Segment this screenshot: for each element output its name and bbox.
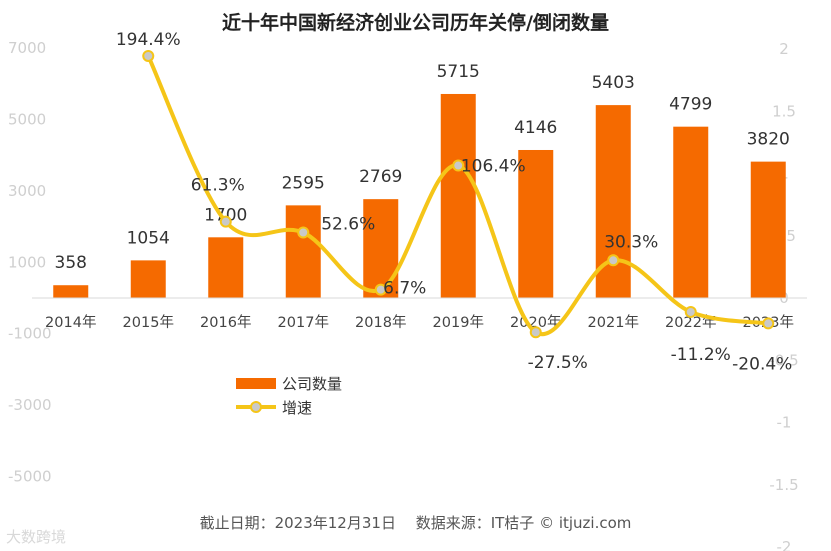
legend-swatch-marker [250, 401, 262, 413]
bar-value-label: 4146 [514, 118, 557, 138]
bar [130, 260, 166, 298]
growth-value-label: 52.6% [321, 215, 375, 235]
growth-value-label: -20.4% [732, 354, 792, 374]
growth-value-label: 6.7% [383, 279, 426, 299]
bar-value-label: 1054 [127, 228, 170, 248]
y-left-tick-label: 1000 [8, 253, 46, 271]
growth-value-label: 61.3% [191, 176, 245, 196]
y-left-tick-label: 5000 [8, 111, 46, 129]
growth-value-label: -11.2% [671, 345, 731, 365]
bar [208, 237, 244, 298]
y-left-tick-label: -1000 [8, 325, 52, 343]
bar [363, 199, 399, 298]
watermark-text: 大数跨境 [6, 528, 67, 546]
growth-point [607, 254, 620, 267]
growth-point [297, 226, 310, 239]
growth-point [142, 49, 155, 62]
source-footer: 截止日期：2023年12月31日 数据来源：IT桔子 © itjuzi.com [199, 514, 632, 532]
growth-point [762, 317, 775, 330]
y-left-tick-label: 3000 [8, 182, 46, 200]
y-right-tick-label: 2 [779, 40, 789, 58]
growth-value-label: -27.5% [528, 353, 588, 373]
bar [53, 285, 89, 298]
x-tick-label: 2018年 [355, 314, 406, 331]
growth-value-label: 194.4% [116, 30, 181, 50]
growth-value-label: 106.4% [461, 157, 526, 177]
bar-value-label: 5403 [592, 73, 635, 93]
y-left-tick-label: -5000 [8, 468, 52, 486]
x-tick-label: 2014年 [45, 314, 96, 331]
bar-value-label: 5715 [437, 62, 480, 82]
x-tick-label: 2016年 [200, 314, 251, 331]
legend-swatch-bar [236, 378, 276, 389]
growth-point [684, 305, 697, 318]
bar-value-label: 1700 [204, 205, 247, 225]
chart-title: 近十年中国新经济创业公司历年关停/倒闭数量 [222, 12, 609, 34]
y-right-tick-label: -1.5 [769, 476, 798, 494]
growth-point [529, 326, 542, 339]
x-tick-label: 2017年 [278, 314, 329, 331]
bar [285, 205, 321, 298]
y-right-tick-label: -0.5 [769, 351, 798, 369]
y-left-tick-label: 7000 [8, 39, 46, 57]
bar-value-label: 2769 [359, 167, 402, 187]
bar [750, 161, 786, 298]
bar [440, 93, 476, 298]
bar-value-label: 358 [55, 253, 87, 273]
bar-value-label: 3820 [747, 130, 790, 150]
growth-point [219, 215, 232, 228]
bar [673, 126, 709, 299]
legend-label: 公司数量 [282, 375, 342, 393]
x-tick-label: 2021年 [588, 314, 639, 331]
growth-point [452, 159, 465, 172]
x-tick-label: 2019年 [433, 314, 484, 331]
legend-label: 增速 [282, 399, 312, 417]
y-right-tick-label: -2 [777, 538, 792, 551]
y-right-tick-label: -1 [777, 414, 792, 432]
bar-value-label: 2595 [282, 173, 325, 193]
bar [518, 149, 554, 298]
bar-value-label: 4799 [669, 95, 712, 115]
growth-value-label: 30.3% [604, 232, 658, 252]
growth-point [374, 283, 387, 296]
y-right-tick-label: 1.5 [772, 102, 796, 120]
y-left-tick-label: -3000 [8, 396, 52, 414]
x-tick-label: 2022年 [665, 314, 716, 331]
x-tick-label: 2015年 [123, 314, 174, 331]
